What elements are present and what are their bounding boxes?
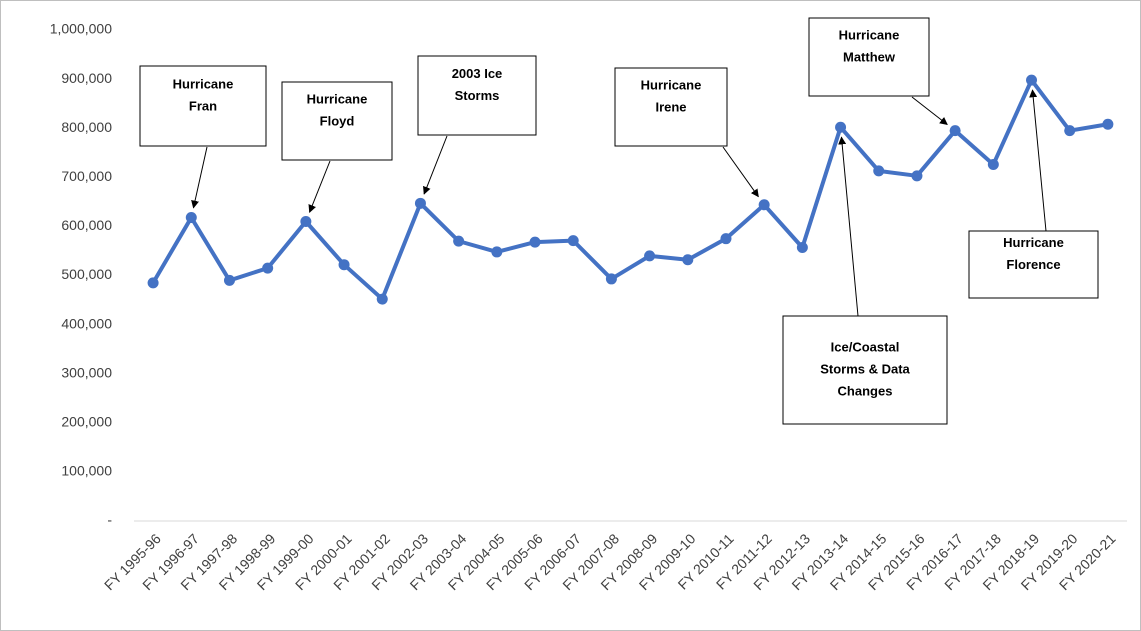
annotation-arrow	[911, 96, 948, 125]
annotation-box	[808, 17, 930, 97]
data-point	[376, 293, 388, 305]
data-point	[453, 235, 465, 247]
annotation-text: Storms & Data	[820, 361, 910, 376]
data-point	[223, 274, 235, 286]
data-point	[873, 165, 885, 177]
annotation-arrow	[308, 160, 331, 213]
y-tick-label: 1,000,000	[50, 21, 112, 37]
y-tick-label: 100,000	[61, 463, 112, 479]
data-point	[147, 277, 159, 289]
data-point	[414, 197, 426, 209]
y-tick-label: 800,000	[61, 119, 112, 135]
y-tick-label: 300,000	[61, 364, 112, 380]
data-line	[151, 78, 1109, 302]
annotation-box	[968, 230, 1099, 299]
data-point	[835, 121, 847, 133]
data-point	[1026, 74, 1038, 86]
annotation-text: Ice/Coastal	[831, 339, 900, 354]
data-point	[300, 215, 312, 227]
annotation-text: Hurricane	[641, 77, 702, 92]
data-point	[987, 159, 999, 171]
annotation-box	[782, 315, 948, 425]
annotation-text: Florence	[1006, 257, 1060, 272]
annotation-box	[139, 65, 267, 147]
annotation-text: Storms	[455, 88, 500, 103]
data-point	[911, 170, 923, 182]
annotation-arrow	[423, 135, 448, 195]
annotation-box	[417, 55, 537, 136]
annotation-arrow	[1029, 89, 1047, 232]
y-tick-label: 600,000	[61, 217, 112, 233]
y-tick-label: 700,000	[61, 168, 112, 184]
data-point	[1102, 118, 1114, 130]
data-point	[605, 273, 617, 285]
y-tick-label: -	[107, 512, 112, 528]
annotation-text: Hurricane	[839, 27, 900, 42]
data-point	[1064, 125, 1076, 137]
annotation-box	[614, 67, 728, 147]
y-tick-label: 200,000	[61, 414, 112, 430]
annotation-text: Fran	[189, 98, 217, 113]
annotation-arrow	[722, 146, 759, 198]
annotation-text: Changes	[838, 383, 893, 398]
annotation-text: 2003 Ice	[452, 66, 503, 81]
data-point	[185, 212, 197, 224]
data-point	[262, 262, 274, 274]
annotation-text: Hurricane	[173, 76, 234, 91]
annotation-text: Floyd	[320, 113, 355, 128]
y-tick-label: 400,000	[61, 315, 112, 331]
data-point	[567, 235, 579, 247]
data-point	[491, 246, 503, 258]
data-point	[796, 242, 808, 254]
data-point	[682, 254, 694, 266]
annotation-text: Irene	[655, 99, 686, 114]
data-point	[644, 250, 656, 262]
data-point	[758, 199, 770, 211]
y-tick-label: 500,000	[61, 266, 112, 282]
data-point	[529, 236, 541, 248]
data-point	[338, 259, 350, 271]
annotation-arrow	[838, 136, 859, 317]
annotation-text: Hurricane	[307, 91, 368, 106]
annotation-box	[281, 81, 393, 161]
annotation-text: Matthew	[843, 49, 896, 64]
annotation-text: Hurricane	[1003, 235, 1064, 250]
data-point	[949, 125, 961, 137]
data-point	[720, 233, 732, 245]
annotation-arrow	[191, 146, 208, 209]
y-tick-label: 900,000	[61, 70, 112, 86]
